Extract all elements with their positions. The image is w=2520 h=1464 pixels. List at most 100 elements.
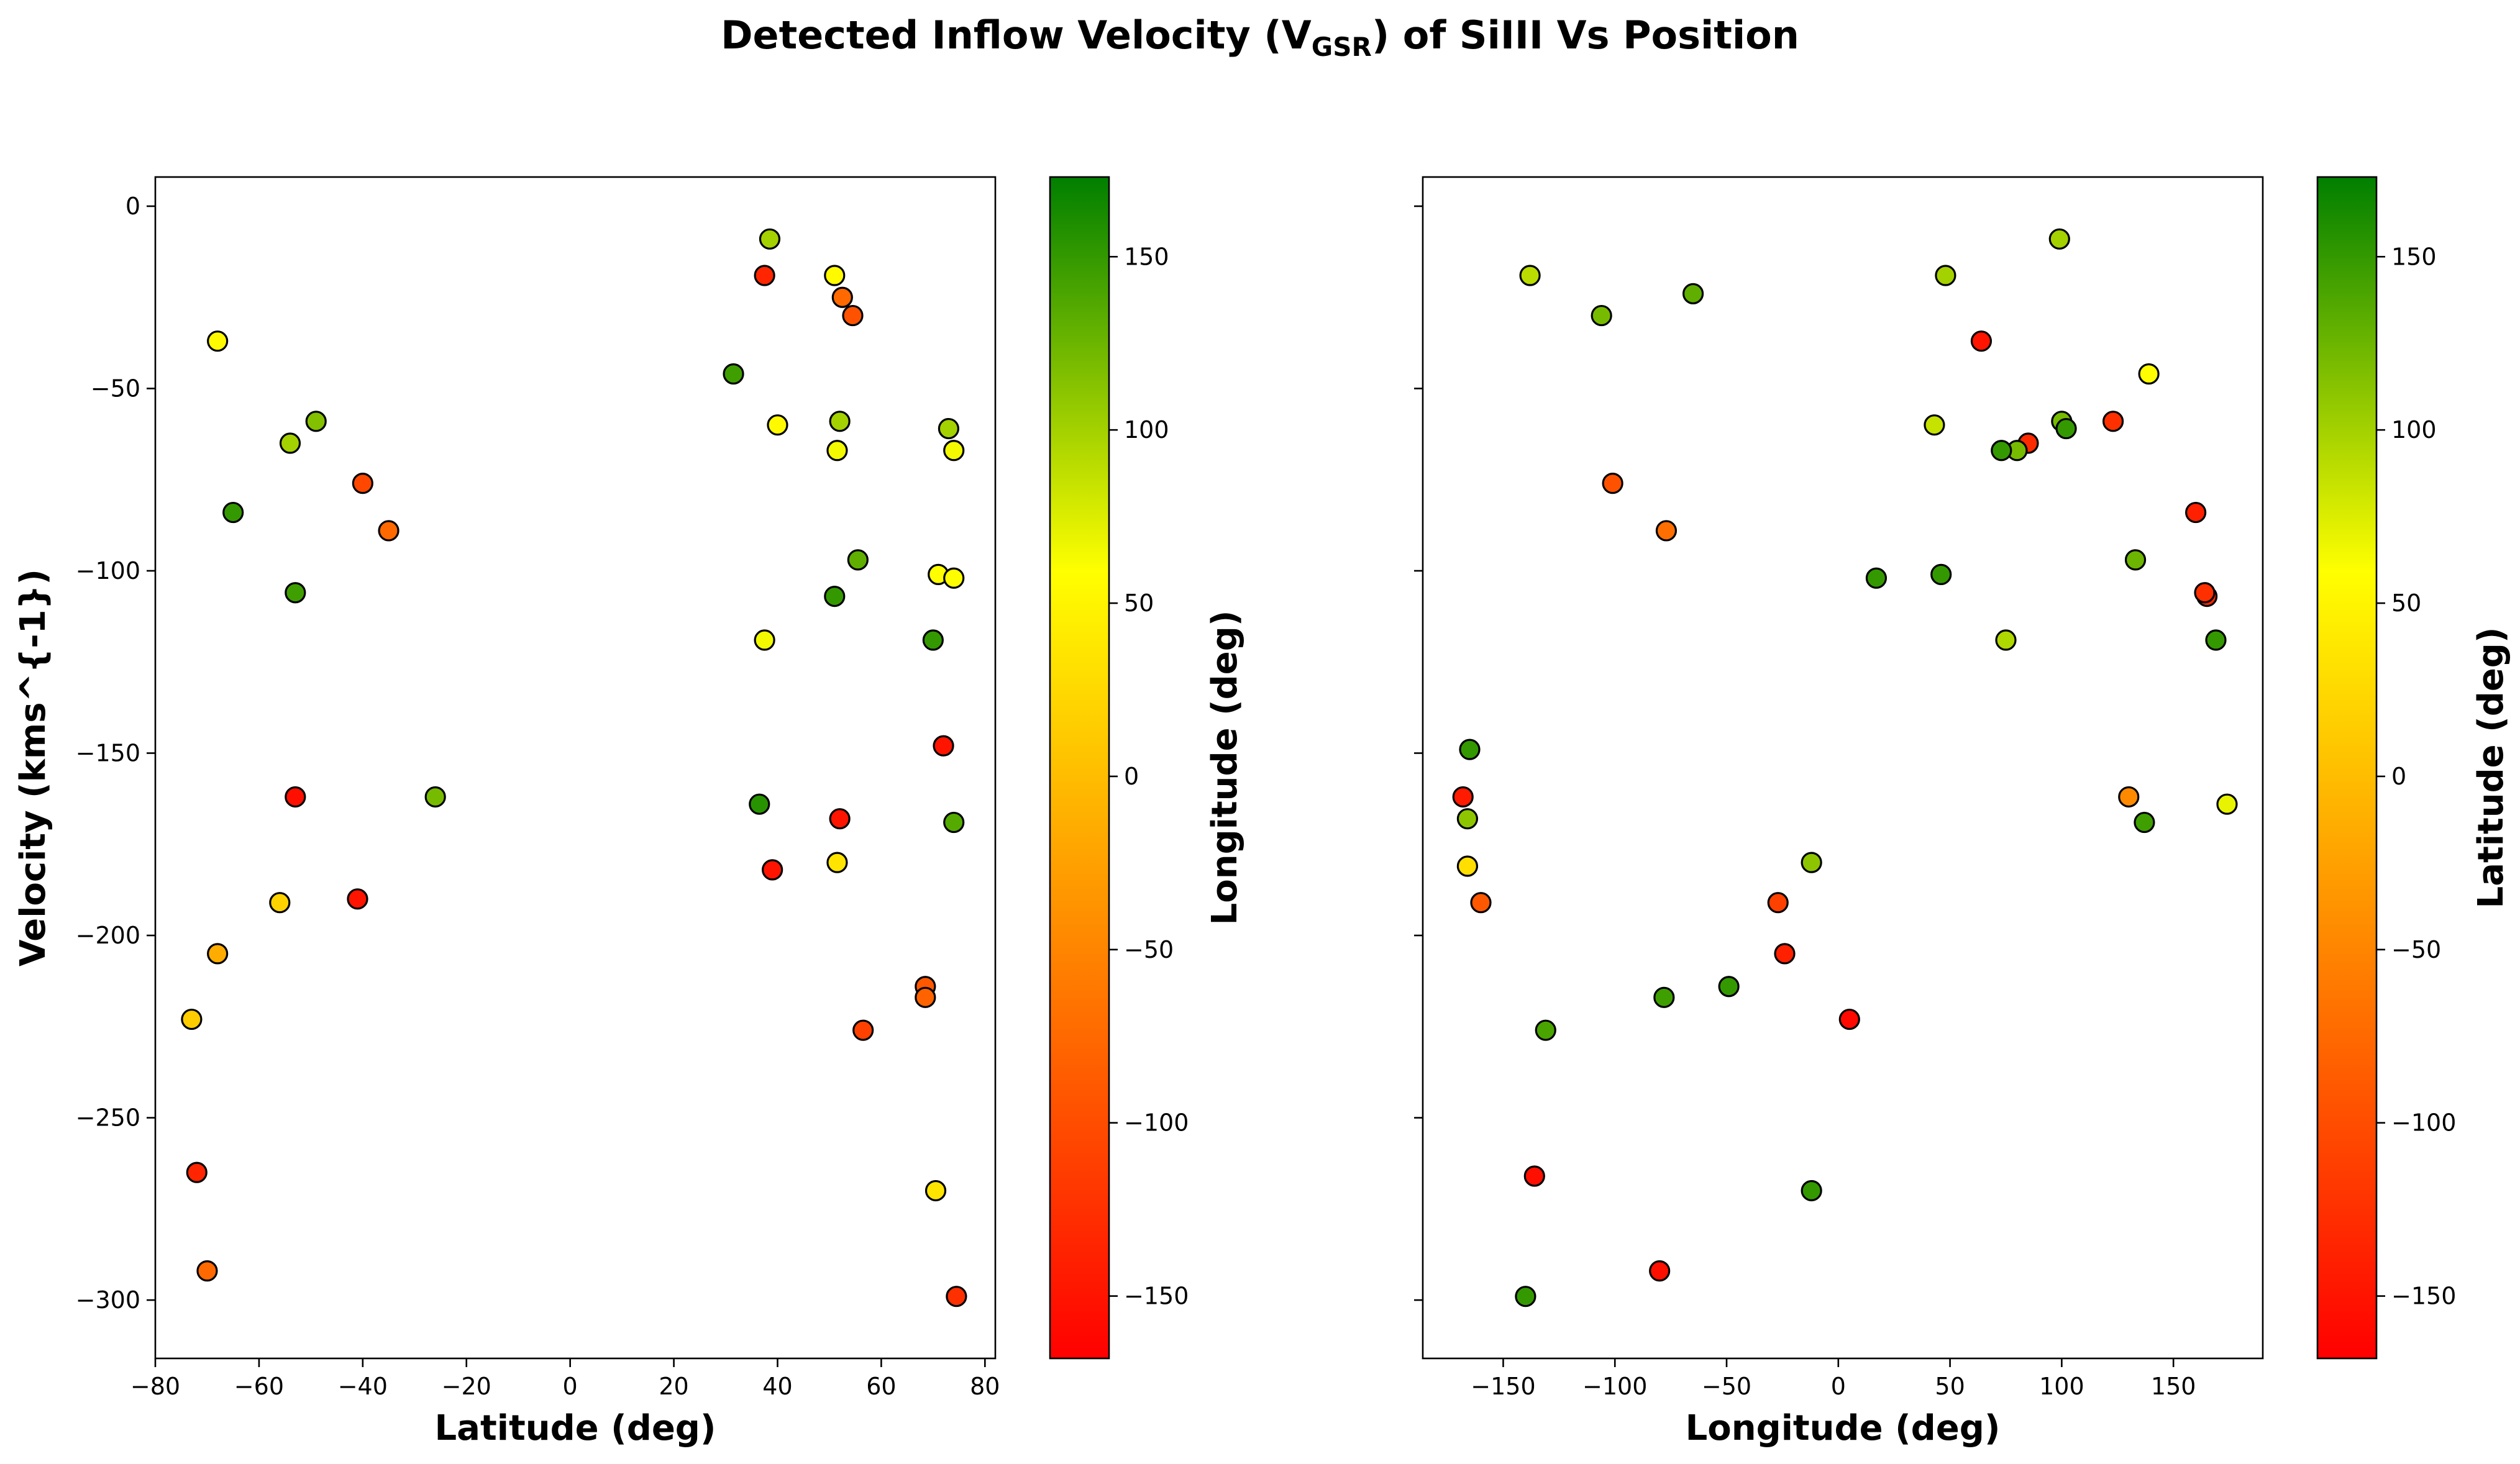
left-scatter-point [922,629,944,651]
left-scatter-point [943,811,965,834]
right-scatter-point [2102,411,2124,432]
left-scatter-point [924,1180,947,1202]
left-scatter-point [824,265,846,286]
left-scatter-point [829,411,851,432]
right-x-tick-label: 0 [1831,1373,1846,1400]
title-main: Detected Inflow Velocity (V [721,12,1312,58]
right-scatter-point [2205,629,2227,651]
plot-latitude-panel: 0−50−100−150−200−250−300 −80 −60 −40 −20 0 20… [13,176,1000,1448]
right-scatter-point [1515,1286,1536,1307]
title-tail: ) of SiIII Vs Position [1372,12,1799,58]
right-x-tick-label: 50 [1935,1373,1965,1400]
right-scatter-point [2048,228,2070,250]
left-scatter-point [831,286,853,308]
right-scatter-point [1655,520,1678,542]
right-x-tick-label: −50 [1702,1373,1751,1400]
left-scatter-point [759,228,781,250]
left-scatter-point [352,473,373,494]
right-x-tick-label: −150 [1471,1373,1535,1400]
left-scatter-point [762,859,783,881]
left-scatter-point [852,1019,874,1041]
right-scatter-point [1718,976,1740,998]
left-scatter-point [222,501,244,524]
left-scatter-point [378,520,399,542]
right-scatter-point [2118,786,2140,808]
left-x-tick-label: −40 [338,1373,388,1400]
right-scatter-point [2138,363,2160,385]
left-scatter-point [943,567,965,589]
right-scatter-point [2185,501,2207,524]
colorbar-longitude-gradient [1049,176,1110,1360]
right-scatter-point [1456,855,1479,877]
right-scatter-point [1865,567,1888,589]
colorbar-latitude-tick-label: −50 [2391,936,2441,963]
right-scatter-point [2194,582,2216,604]
right-scatter-point [2216,793,2238,815]
left-scatter-point [842,304,864,327]
left-scatter-point [946,1286,967,1307]
right-scatter-point [1801,1180,1822,1202]
left-scatter-point [749,793,770,815]
colorbar-latitude-label: Latitude (deg) [2471,627,2511,909]
left-scatter-point [767,414,788,436]
right-scatter-point [1459,739,1481,760]
left-x-tick-label: 0 [563,1373,578,1400]
right-scatter-point [1523,1165,1545,1187]
left-scatter-point [824,585,846,607]
left-y-tick-label: 0 [126,193,140,220]
colorbar-latitude-ticks: 150 100 50 0 −50 −100 −150 [2376,243,2456,1310]
right-scatter-point [1456,808,1479,830]
right-scatter-point [1995,629,2017,651]
left-scatter-point [285,582,306,604]
right-scatter-point [2134,811,2155,834]
left-scatter-point [285,786,306,808]
left-y-tick-label: −100 [76,557,140,584]
right-scatter-point [1535,1019,1556,1041]
colorbar-latitude-gradient [2316,176,2378,1360]
left-x-tick-label: −60 [234,1373,284,1400]
left-scatter-point [943,440,965,461]
left-y-axis-label: Velocity (kms^{-1}) [13,569,53,966]
colorbar-longitude-tick-label: −150 [1124,1283,1189,1310]
left-y-tick-label: −150 [76,740,140,767]
right-x-ticks: −150 −100 −50 0 50 100 150 [1471,1358,2196,1400]
left-y-tick-label: −50 [91,375,140,402]
left-scatter-point [938,417,959,440]
colorbar-longitude-label: Longitude (deg) [1205,611,1245,925]
right-scatter-point [1774,943,1796,965]
colorbar-longitude-tick-label: 0 [1124,763,1139,790]
right-scatter-point [2124,549,2147,571]
left-scatter-point [826,852,848,873]
colorbar-latitude-tick-label: −150 [2391,1283,2456,1310]
left-scatter-point [915,986,936,1008]
left-scatter-point [826,440,848,461]
left-x-axis-label: Latitude (deg) [435,1408,716,1448]
right-scatter-point [1935,265,1956,286]
left-scatter-point [196,1260,218,1282]
left-scatter-point [207,943,229,965]
right-scatter-point [1653,986,1675,1008]
right-scatter-point [1591,304,1612,327]
title-subscript: GSR [1312,32,1372,62]
left-scatter-point [186,1162,208,1183]
colorbar-longitude-ticks: 150 100 50 0 −50 −100 −150 [1109,243,1189,1310]
left-scatter-point [305,411,327,432]
right-x-axis-label: Longitude (deg) [1686,1408,2001,1448]
left-scatter-point [424,786,446,808]
colorbar-longitude-tick-label: −100 [1124,1109,1189,1137]
colorbar-longitude-tick-label: 150 [1124,243,1169,270]
plot-area-left [154,176,997,1360]
right-scatter-point [1470,892,1492,914]
right-scatter-point [2055,417,2077,440]
right-scatter-point [1838,1008,1860,1030]
left-x-tick-label: 80 [970,1373,1000,1400]
right-scatter-point [1970,330,1993,352]
colorbar-latitude: 150 100 50 0 −50 −100 −150 Latitude (deg) [2316,176,2511,1360]
right-scatter-point [1519,265,1541,286]
colorbar-latitude-tick-label: 0 [2391,763,2406,790]
left-x-ticks: −80 −60 −40 −20 0 20 40 60 80 [130,1358,1000,1400]
left-scatter-point [847,549,869,571]
right-y-ticks [1414,205,1423,1301]
right-scatter-point [1924,414,1945,436]
left-y-ticks: 0 −50 −100 −150 −200 −250 −300 [76,193,155,1314]
